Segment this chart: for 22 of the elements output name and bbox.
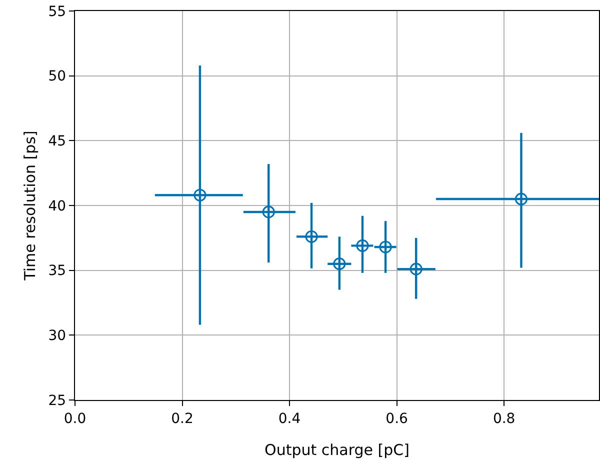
point	[379, 240, 392, 254]
y-tick-label: 40	[48, 198, 66, 214]
y-tick-label: 35	[48, 263, 66, 280]
x-tick-label: 0.8	[492, 410, 516, 427]
y-tick-label: 45	[48, 134, 66, 150]
x-tick-label: 0.6	[386, 410, 408, 427]
point	[356, 239, 369, 252]
y-tick-label: 25	[48, 392, 66, 409]
x-tick-label: 0.2	[171, 410, 194, 427]
point	[194, 188, 206, 202]
point	[514, 192, 528, 206]
y-tick-label: 30	[48, 328, 66, 344]
x-tick-label: 0.4	[278, 410, 301, 427]
x-axis-title: Output charge [pC]	[264, 441, 410, 460]
point	[410, 262, 422, 276]
y-tick-label: 55	[48, 4, 66, 20]
point	[305, 230, 318, 243]
point	[262, 206, 275, 218]
point	[333, 258, 346, 270]
y-tick-label: 50	[48, 68, 66, 85]
x-tick-label: 0.0	[64, 410, 86, 427]
y-axis-title: Time resolution [ps]	[20, 130, 39, 282]
